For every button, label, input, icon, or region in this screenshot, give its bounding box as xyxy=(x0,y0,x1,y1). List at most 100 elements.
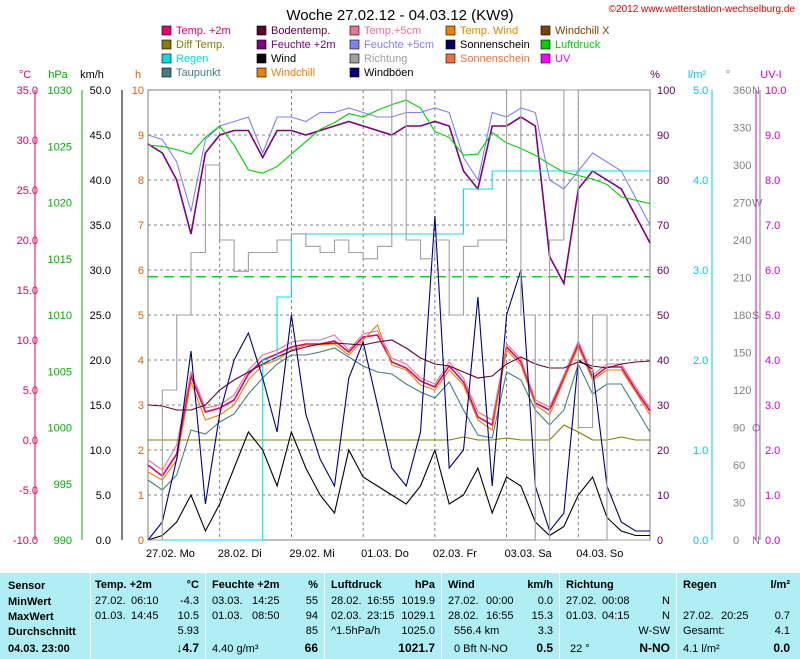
direction-current-value: N-NO xyxy=(639,641,670,655)
axis-tick-label: 0.0 xyxy=(693,535,708,547)
table-divider xyxy=(205,573,206,659)
wind-min-date: 27.02. xyxy=(448,595,479,607)
direction-avg-value: W-SW xyxy=(638,625,670,637)
legend-swatch xyxy=(349,39,360,50)
axis-tick-label: 5.0 xyxy=(765,310,780,322)
axis-tick-label: 120 xyxy=(733,385,751,397)
rain-total-label: Gesamt: xyxy=(683,625,725,637)
pressure-min-value: 1019.9 xyxy=(401,595,435,607)
rain-total-value: 4.1 xyxy=(774,625,790,637)
axis-tick-label: -10.0 xyxy=(13,535,38,547)
temp-max-value: 10.5 xyxy=(177,610,199,622)
axis-unit-label: hPa xyxy=(48,69,68,81)
legend-swatch xyxy=(256,53,267,64)
sensor-header: Sensor xyxy=(8,580,46,592)
legend-label: Windchill xyxy=(271,67,315,79)
axis-tick-label: 30.0 xyxy=(17,135,38,147)
axis-tick-label: 0.0 xyxy=(765,535,780,547)
rain-current-value: 0.0 xyxy=(773,641,790,655)
axis-tick-label: 0.0 xyxy=(96,535,111,547)
temp-unit: °C xyxy=(186,579,199,591)
humidity-unit: % xyxy=(308,579,318,591)
legend-label: Taupunkt xyxy=(176,67,221,79)
direction-min-date: 27.02. xyxy=(566,595,597,607)
axis-tick-label: 4.0 xyxy=(693,175,708,187)
series-line-temp-5cm xyxy=(147,330,651,471)
statistics-table: Sensor MinWert MaxWert Durchschnitt 04.0… xyxy=(0,573,800,659)
copyright-text: ©2012 www.wetterstation-wechselburg.de xyxy=(609,4,796,15)
temp-current-text: ↓4.7 xyxy=(176,641,199,655)
axis-unit-label: % xyxy=(650,69,660,81)
legend-label: Temp. +2m xyxy=(176,25,231,37)
axis-tick-label: 50.0 xyxy=(90,85,111,97)
axis-tick-label: 10.0 xyxy=(17,335,38,347)
axis-tick-label: 1010 xyxy=(48,310,72,322)
axis-tick-label: 10.0 xyxy=(90,445,111,457)
axis-tick-label: 150 xyxy=(733,348,751,360)
axis-tick-label: 80 xyxy=(657,175,669,187)
axis-tick-label: 1 xyxy=(138,490,144,502)
axis-tick-label: 4 xyxy=(138,355,144,367)
axis-tick-label: 5.0 xyxy=(96,490,111,502)
axis-tick-label: 50 xyxy=(657,310,669,322)
legend-swatch xyxy=(349,53,360,64)
wind-avg-value: 3.3 xyxy=(537,625,553,637)
humidity-min-value: 55 xyxy=(305,595,318,607)
wind-beaufort: 0 Bft N-NO xyxy=(454,643,508,655)
avg-label: Durchschnitt xyxy=(8,626,76,638)
axis-tick-label: 1030 xyxy=(48,85,72,97)
axis-tick-label: 0 xyxy=(138,535,144,547)
axis-tick-label: 2.0 xyxy=(765,445,780,457)
axis-unit-label: ° xyxy=(726,69,730,81)
rain-max-date: 27.02. xyxy=(683,610,714,622)
direction-column: Richtung 27.02. 00:08 N 01.03. 04:15 N W… xyxy=(560,573,676,659)
series-line-bodentemp- xyxy=(147,339,651,411)
series-line-luftdruck xyxy=(147,99,651,205)
axis-tick-label: 70 xyxy=(657,220,669,232)
legend-swatch xyxy=(540,53,551,64)
legend-swatch xyxy=(349,25,360,36)
legend-label: Sonnenschein xyxy=(460,39,530,51)
rain-max-time: 20:25 xyxy=(721,610,749,622)
axis-unit-label: °C xyxy=(19,69,31,81)
axis-tick-label: 9.0 xyxy=(765,130,780,142)
rain-max-value: 0.7 xyxy=(774,610,790,622)
axis-tick-label: 0 xyxy=(733,535,739,547)
axis-tick-label: 30.0 xyxy=(90,265,111,277)
axis-tick-label: 8.0 xyxy=(765,175,780,187)
legend-label: Feuchte +2m xyxy=(271,39,336,51)
axis-unit-label: UV-I xyxy=(760,69,781,81)
legend-swatch xyxy=(256,67,267,78)
axis-tick-label: 5.0 xyxy=(693,85,708,97)
wind-max-time: 16:55 xyxy=(486,610,514,622)
legend-swatch xyxy=(161,39,172,50)
axis-tick-label: 3.0 xyxy=(693,265,708,277)
temp-header: Temp. +2m xyxy=(95,579,152,591)
wind-max-value: 15.3 xyxy=(531,610,553,622)
axis-tick-label: 1000 xyxy=(48,423,72,435)
series-line-richtung xyxy=(148,89,650,541)
weather-chart: Woche 27.02.12 - 04.03.12 (KW9) ©2012 www… xyxy=(13,4,796,560)
pressure-avg-value: 1025.0 xyxy=(401,625,435,637)
axis-tick-label: 1005 xyxy=(48,366,72,378)
wind-unit: km/h xyxy=(527,579,553,591)
series-line-wind xyxy=(147,430,650,541)
axis-tick-label: 990 xyxy=(54,535,72,547)
axis-tick-label: 995 xyxy=(54,479,72,491)
humidity-header: Feuchte +2m xyxy=(212,579,280,591)
pressure-header: Luftdruck xyxy=(331,579,382,591)
axis-tick-label: 1015 xyxy=(48,254,72,266)
axis-tick-label: 25.0 xyxy=(90,310,111,322)
temp-min-value: -4.3 xyxy=(180,595,199,607)
axis-tick-label: 90 xyxy=(733,423,745,435)
axis-tick-label: 0.0 xyxy=(23,435,38,447)
axis-tick-label: 60 xyxy=(657,265,669,277)
axis-tick-label: 60 xyxy=(733,460,745,472)
min-label: MinWert xyxy=(8,596,52,608)
wind-distance: 556.4 km xyxy=(454,625,500,637)
legend-swatch xyxy=(256,25,267,36)
series-line-feuchte-2m xyxy=(147,116,651,287)
axis-tick-label: 40 xyxy=(657,355,669,367)
pressure-max-value: 1029.1 xyxy=(401,610,435,622)
axis-tick-label: 1020 xyxy=(48,198,72,210)
